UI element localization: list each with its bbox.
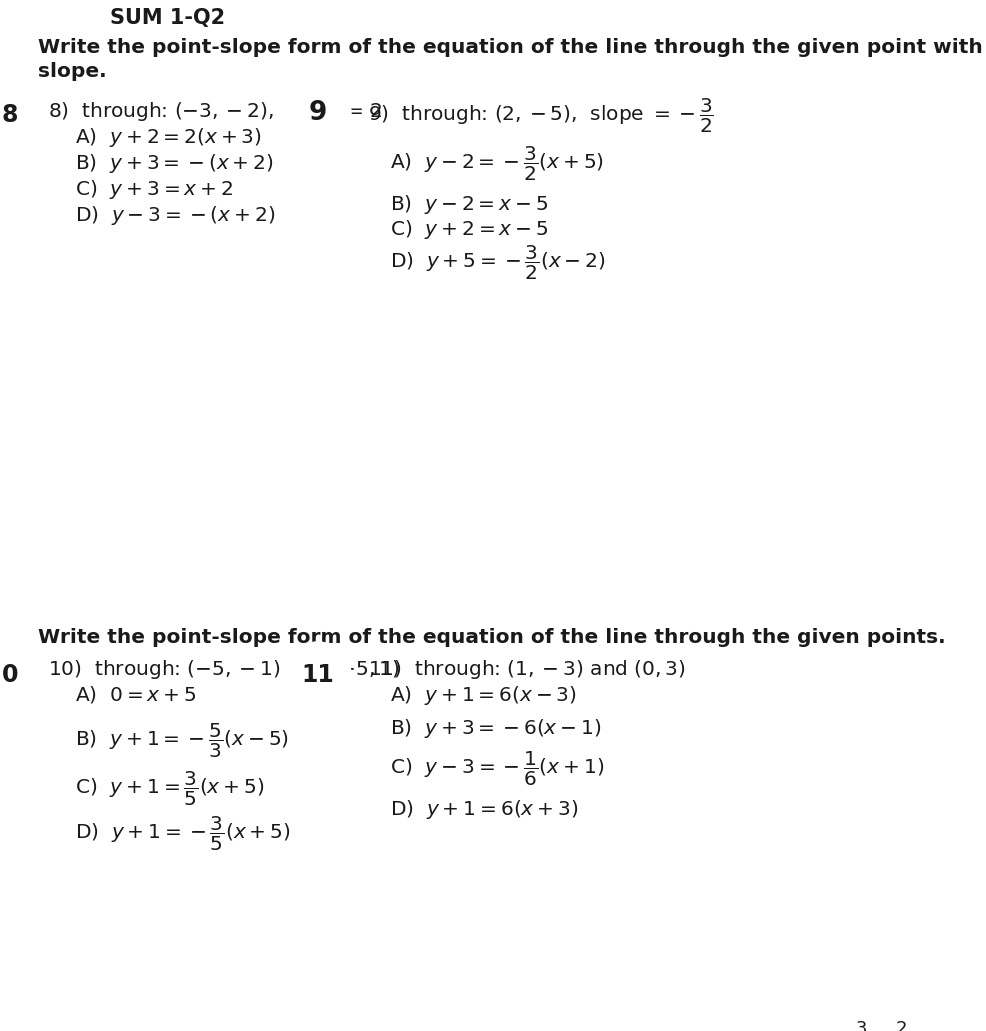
Text: 10)  through: $(-5, -1)$ and $(-5, 1)$: 10) through: $(-5, -1)$ and $(-5, 1)$	[48, 658, 399, 681]
Text: B)  $y + 3 = -6(x - 1)$: B) $y + 3 = -6(x - 1)$	[390, 717, 601, 740]
Text: D)  $y + 1 = -\dfrac{3}{5}(x + 5)$: D) $y + 1 = -\dfrac{3}{5}(x + 5)$	[75, 814, 291, 854]
Text: B)  $y + 1 = -\dfrac{5}{3}(x - 5)$: B) $y + 1 = -\dfrac{5}{3}(x - 5)$	[75, 722, 289, 760]
Circle shape	[286, 643, 350, 707]
Circle shape	[286, 81, 350, 145]
Text: 3: 3	[856, 1020, 868, 1031]
Text: A)  $0 = x + 5$: A) $0 = x + 5$	[75, 684, 196, 705]
Text: B)  $y - 2 = x - 5$: B) $y - 2 = x - 5$	[390, 193, 548, 217]
Text: 8: 8	[2, 103, 19, 127]
Text: Write the point-slope form of the equation of the line through the given point w: Write the point-slope form of the equati…	[38, 38, 986, 57]
Circle shape	[0, 85, 40, 145]
Text: slope.: slope.	[38, 62, 106, 81]
Text: C)  $y + 3 = x + 2$: C) $y + 3 = x + 2$	[75, 178, 234, 201]
Text: 2: 2	[896, 1020, 907, 1031]
Text: 11)  through: $(1, -3)$ and $(0, 3)$: 11) through: $(1, -3)$ and $(0, 3)$	[368, 658, 686, 681]
Text: 8)  through: $(-3, -2)$,  slope = 2: 8) through: $(-3, -2)$, slope = 2	[48, 100, 383, 123]
Text: 11: 11	[302, 663, 334, 687]
Text: 9: 9	[309, 100, 327, 126]
Circle shape	[0, 645, 40, 705]
Text: D)  $y + 1 = 6(x + 3)$: D) $y + 1 = 6(x + 3)$	[390, 798, 579, 821]
Text: 9)  through: $(2, -5)$,  slope $= -\dfrac{3}{2}$: 9) through: $(2, -5)$, slope $= -\dfrac{…	[368, 97, 714, 135]
Text: C)  $y - 3 = -\dfrac{1}{6}(x + 1)$: C) $y - 3 = -\dfrac{1}{6}(x + 1)$	[390, 750, 604, 789]
Text: C)  $y + 1 = \dfrac{3}{5}(x + 5)$: C) $y + 1 = \dfrac{3}{5}(x + 5)$	[75, 770, 264, 808]
Text: 0: 0	[2, 663, 19, 687]
Text: Write the point-slope form of the equation of the line through the given points.: Write the point-slope form of the equati…	[38, 628, 946, 647]
Text: C)  $y + 2 = x - 5$: C) $y + 2 = x - 5$	[390, 218, 548, 241]
Text: D)  $y + 5 = -\dfrac{3}{2}(x - 2)$: D) $y + 5 = -\dfrac{3}{2}(x - 2)$	[390, 244, 605, 282]
Text: SUM 1-Q2: SUM 1-Q2	[110, 8, 225, 28]
Text: A)  $y - 2 = -\dfrac{3}{2}(x + 5)$: A) $y - 2 = -\dfrac{3}{2}(x + 5)$	[390, 145, 604, 184]
Text: A)  $y + 2 = 2(x + 3)$: A) $y + 2 = 2(x + 3)$	[75, 126, 261, 149]
Text: B)  $y + 3 = -(x + 2)$: B) $y + 3 = -(x + 2)$	[75, 152, 274, 175]
Text: D)  $y - 3 = -(x + 2)$: D) $y - 3 = -(x + 2)$	[75, 204, 275, 227]
Text: A)  $y + 1 = 6(x - 3)$: A) $y + 1 = 6(x - 3)$	[390, 684, 577, 707]
